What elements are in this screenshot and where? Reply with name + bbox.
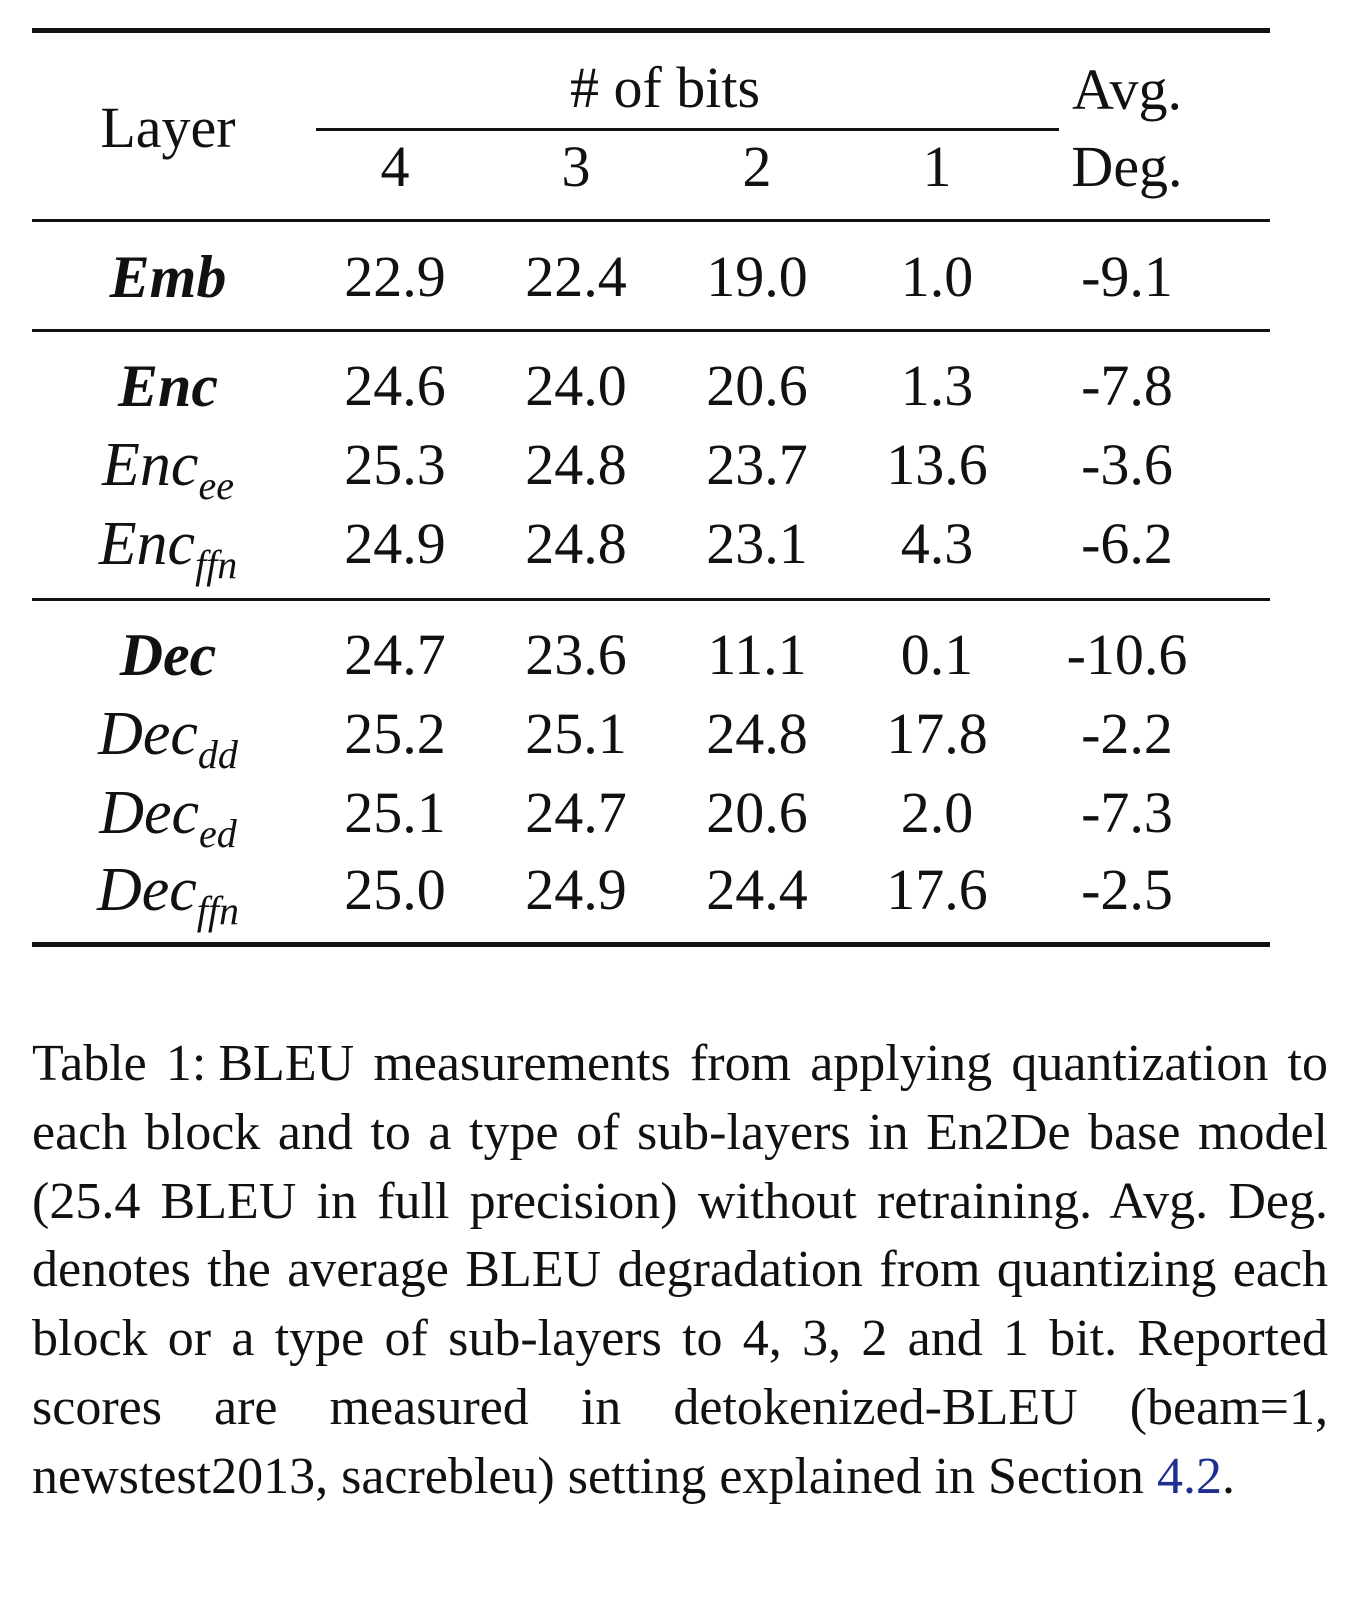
cell-enc-ee-1bit: 13.6 — [886, 432, 988, 497]
row-label-base: Enc — [98, 510, 196, 578]
cell-enc-ee-3bit: 24.8 — [525, 432, 627, 497]
cell-enc-ffn-3bit: 24.8 — [525, 511, 627, 576]
cell-dec-dd-1bit: 17.8 — [886, 701, 988, 766]
cell-dec-avg-deg: -10.6 — [1066, 622, 1188, 687]
row-label-base: Enc — [102, 431, 199, 499]
layer-header: Layer — [100, 95, 236, 160]
bits-group-rule — [316, 128, 1059, 131]
cell-emb-2bit: 19.0 — [706, 244, 808, 309]
cell-enc-ffn-avg-deg: -6.2 — [1081, 511, 1173, 576]
row-label-base: Emb — [109, 244, 227, 310]
emb-group-rule — [32, 329, 1270, 332]
section-reference-link[interactable]: 4.2 — [1156, 1447, 1222, 1505]
row-label-dec-ffn: Decffn — [96, 856, 239, 931]
bits-header-4: 4 — [380, 134, 410, 199]
cell-emb-avg-deg: -9.1 — [1081, 244, 1173, 309]
cell-dec-ed-2bit: 20.6 — [706, 780, 808, 845]
cell-dec-ffn-2bit: 24.4 — [706, 857, 808, 922]
cell-dec-ed-3bit: 24.7 — [525, 780, 627, 845]
cell-dec-dd-avg-deg: -2.2 — [1081, 701, 1173, 766]
cell-dec-1bit: 0.1 — [900, 622, 974, 687]
enc-group-rule — [32, 598, 1270, 601]
cell-enc-4bit: 24.6 — [344, 353, 446, 418]
row-label-dec-ed: Deced — [99, 779, 237, 854]
cell-enc-avg-deg: -7.8 — [1081, 353, 1173, 418]
row-label-enc-ffn: Encffn — [98, 510, 238, 585]
bits-header-1: 1 — [922, 134, 952, 199]
row-label-subscript: ee — [198, 463, 234, 508]
cell-dec-ffn-1bit: 17.6 — [886, 857, 988, 922]
cell-enc-1bit: 1.3 — [900, 353, 974, 418]
cell-emb-3bit: 22.4 — [525, 244, 627, 309]
row-label-subscript: dd — [197, 732, 238, 777]
caption-label: Table 1: — [32, 1035, 207, 1092]
cell-emb-1bit: 1.0 — [900, 244, 974, 309]
avg-header-line2: Deg. — [1071, 134, 1183, 199]
row-label-dec: Dec — [120, 625, 217, 685]
row-label-base: Dec — [98, 700, 198, 768]
cell-enc-ffn-1bit: 4.3 — [900, 511, 974, 576]
bits-header-2: 2 — [742, 134, 772, 199]
row-label-dec-dd: Decdd — [98, 700, 238, 775]
row-label-enc: Enc — [118, 356, 218, 416]
caption-text: BLEU measurements from applying quantiza… — [32, 1035, 1329, 1505]
cell-enc-ee-avg-deg: -3.6 — [1081, 432, 1173, 497]
row-label-base: Dec — [119, 622, 217, 688]
cell-dec-3bit: 23.6 — [525, 622, 627, 687]
cell-enc-2bit: 20.6 — [706, 353, 808, 418]
avg-header-line1: Avg. — [1071, 57, 1183, 122]
row-label-subscript: ed — [199, 811, 237, 856]
cell-enc-ee-4bit: 25.3 — [344, 432, 446, 497]
cell-dec-dd-3bit: 25.1 — [525, 701, 627, 766]
row-label-base: Dec — [99, 779, 200, 847]
row-label-base: Enc — [117, 353, 219, 419]
cell-dec-dd-2bit: 24.8 — [706, 701, 808, 766]
cell-dec-ffn-3bit: 24.9 — [525, 857, 627, 922]
bits-header-3: 3 — [561, 134, 591, 199]
cell-dec-2bit: 11.1 — [707, 622, 807, 687]
table-bottom-rule — [32, 942, 1270, 947]
table-top-rule — [32, 28, 1270, 33]
row-label-enc-ee: Encee — [102, 431, 234, 506]
table-caption: Table 1: BLEU measurements from applying … — [32, 1030, 1328, 1512]
cell-dec-ed-4bit: 25.1 — [344, 780, 446, 845]
cell-emb-4bit: 22.9 — [344, 244, 446, 309]
cell-dec-ed-avg-deg: -7.3 — [1081, 780, 1173, 845]
cell-enc-ffn-4bit: 24.9 — [344, 511, 446, 576]
cell-enc-ee-2bit: 23.7 — [706, 432, 808, 497]
cell-dec-4bit: 24.7 — [344, 622, 446, 687]
row-label-subscript: ffn — [196, 888, 240, 933]
row-label-subscript: ffn — [195, 542, 238, 587]
cell-dec-ed-1bit: 2.0 — [900, 780, 974, 845]
row-label-base: Dec — [96, 856, 197, 924]
cell-dec-ffn-4bit: 25.0 — [344, 857, 446, 922]
row-label-emb: Emb — [110, 247, 227, 307]
cell-dec-dd-4bit: 25.2 — [344, 701, 446, 766]
bits-group-header: # of bits — [569, 55, 761, 120]
header-bottom-rule — [32, 219, 1270, 222]
cell-dec-ffn-avg-deg: -2.5 — [1081, 857, 1173, 922]
cell-enc-3bit: 24.0 — [525, 353, 627, 418]
caption-end: . — [1221, 1447, 1235, 1505]
cell-enc-ffn-2bit: 23.1 — [706, 511, 808, 576]
